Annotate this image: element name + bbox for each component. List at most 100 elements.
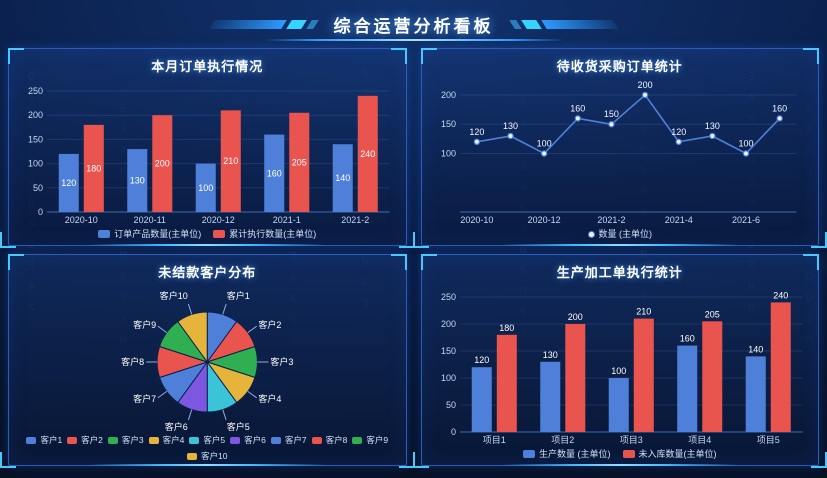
legend-item[interactable]: 客户7: [270, 433, 307, 447]
legend-label: 客户7: [284, 435, 307, 445]
legend-label: 客户4: [162, 435, 185, 445]
pie-label: 客户9: [133, 319, 156, 330]
panel-orders: 本月订单执行情况 0 50 100 150 200 250 2020-10 2020-11 20…: [0, 48, 414, 248]
legend-item[interactable]: 客户9: [352, 433, 388, 447]
legend-item[interactable]: 客户5: [189, 433, 225, 447]
purchase-legend: 数量 (主单位): [430, 227, 811, 241]
bar-value-label: 240: [360, 149, 375, 159]
pie-label: 客户1: [227, 290, 250, 301]
customers-legend: 客户1 客户2 客户3 客户4 客户5 客户6 客户7 客户8 客户9 客户10: [19, 433, 395, 463]
legend-label: 数量 (主单位): [598, 229, 653, 239]
legend-marker-swatch: [148, 436, 159, 444]
legend-item[interactable]: 客户4: [148, 433, 185, 447]
legend-marker-swatch: [213, 230, 226, 238]
bar: [152, 115, 173, 212]
legend-label: 客户5: [203, 435, 226, 445]
bar-value-label: 205: [704, 309, 719, 319]
legend-label: 客户2: [81, 435, 103, 445]
legend-item[interactable]: 客户6: [230, 433, 266, 447]
legend-label: 客户10: [201, 451, 228, 461]
bar-value-label: 210: [636, 307, 651, 317]
bar: [701, 321, 722, 432]
bar-value-label: 160: [267, 168, 282, 178]
legend-label: 订单产品数量(主单位): [114, 229, 202, 239]
legend-item[interactable]: 未入库数量(主单位): [622, 447, 717, 461]
x-tick-label: 项目1: [482, 435, 505, 445]
bar-value-label: 140: [748, 344, 763, 354]
bar-value-label: 120: [474, 355, 489, 365]
point-value-label: 100: [536, 139, 551, 149]
point-value-label: 160: [772, 103, 787, 113]
dashboard-title: 综合运营分析看板: [333, 16, 494, 36]
legend-label: 客户1: [40, 435, 63, 445]
legend-item[interactable]: 客户2: [67, 433, 103, 447]
legend-item[interactable]: 订单产品数量(主单位): [98, 227, 201, 241]
bar: [332, 144, 353, 212]
x-tick-label: 2020-12: [527, 215, 560, 225]
bar-value-label: 210: [223, 156, 238, 166]
panel-bottom-glow: [500, 244, 739, 246]
bar: [608, 378, 629, 432]
x-tick-label: 项目4: [688, 435, 711, 445]
pie-label: 客户6: [165, 421, 188, 432]
data-point: [675, 138, 682, 146]
customers-pie-chart: 客户1 客户2 客户3 客户4 客户5 客户6 客户7 客户8 客户9 客户10: [121, 290, 293, 432]
legend-item[interactable]: 客户10: [187, 449, 227, 463]
y-tick-label: 50: [446, 400, 456, 410]
bar: [471, 367, 492, 432]
pie-label-line: [157, 390, 167, 399]
legend-item[interactable]: 累计执行数量(主单位): [213, 227, 316, 241]
bar: [676, 345, 697, 432]
legend-marker-swatch: [311, 436, 322, 444]
x-tick-label: 2021-1: [273, 215, 301, 225]
bar-value-label: 160: [679, 334, 694, 344]
pie-label-line: [247, 325, 258, 334]
bar-value-label: 130: [542, 350, 557, 360]
bar: [83, 124, 104, 212]
production-bar-chart: 0 50 100 150 200 250 项目1 项目2 项目3 项目4 项目5 120 130 100 1…: [440, 290, 802, 445]
bar-value-label: 205: [292, 157, 307, 167]
panel-bottom-glow: [500, 464, 739, 466]
x-tick-label: 2021-2: [341, 215, 369, 225]
y-tick-label: 150: [28, 134, 43, 144]
x-tick-label: 项目5: [756, 435, 779, 445]
bar-value-label: 130: [130, 176, 145, 186]
legend-item[interactable]: 客户1: [26, 433, 62, 447]
point-value-label: 130: [502, 121, 517, 131]
pie-label: 客户10: [160, 290, 188, 301]
pie-label-line: [187, 409, 193, 421]
pie-label-line: [187, 303, 193, 315]
y-tick-label: 100: [28, 159, 43, 169]
legend-marker-swatch: [270, 436, 281, 444]
legend-label: 客户8: [325, 435, 348, 445]
pie-label: 客户5: [227, 421, 250, 432]
panel-bottom-glow: [88, 464, 327, 466]
legend-label: 生产数量 (主单位): [539, 449, 611, 459]
legend-item[interactable]: 客户8: [311, 433, 348, 447]
bar: [220, 110, 241, 212]
legend-marker-swatch: [107, 436, 118, 444]
purchase-line-chart: 100 150 200 2020-10 2020-12 2021-2 2021-4 2021-…: [440, 80, 796, 225]
production-legend: 生产数量 (主单位) 未入库数量(主单位): [430, 447, 811, 461]
x-tick-label: 2021-4: [664, 215, 692, 225]
bar: [357, 95, 378, 212]
legend-marker-dot: [587, 230, 595, 238]
legend-item[interactable]: 数量 (主单位): [587, 227, 653, 241]
legend-marker-swatch: [352, 436, 363, 444]
x-tick-label: 项目3: [619, 435, 642, 445]
x-tick-label: 2021-6: [731, 215, 759, 225]
y-tick-label: 0: [38, 207, 43, 217]
bar-value-label: 240: [773, 290, 788, 300]
legend-marker-swatch: [189, 436, 200, 444]
legend-item[interactable]: 客户3: [107, 433, 144, 447]
point-value-label: 150: [603, 109, 618, 119]
bar: [496, 334, 517, 432]
legend-item[interactable]: 生产数量 (主单位): [523, 447, 611, 461]
y-tick-label: 200: [440, 90, 455, 100]
legend-marker-swatch: [622, 450, 635, 458]
bar: [289, 112, 310, 212]
data-point: [641, 91, 648, 99]
dashboard-header: 综合运营分析看板: [0, 0, 827, 48]
panel-bottom-glow: [88, 244, 327, 246]
bar: [58, 153, 79, 212]
